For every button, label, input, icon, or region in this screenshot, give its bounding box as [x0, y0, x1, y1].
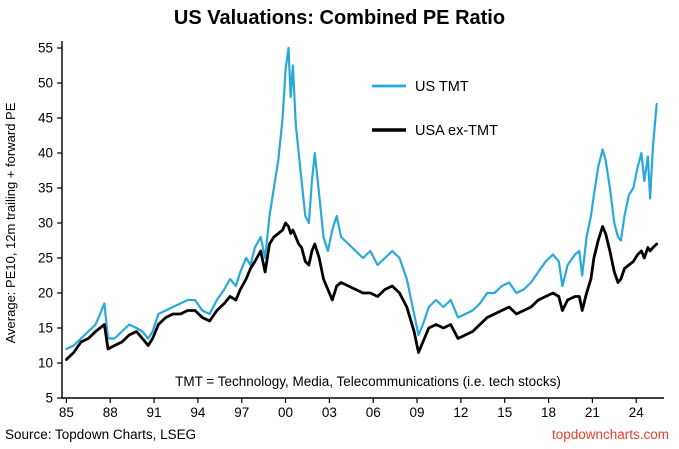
y-axis-title: Average: PE10, 12m trailing + forward PE — [3, 102, 18, 343]
y-tick-label: 45 — [38, 111, 53, 126]
series-line-usa-ex-tmt — [65, 221, 659, 361]
source-credit: Source: Topdown Charts, LSEG — [5, 427, 197, 442]
y-tick-label: 30 — [38, 216, 53, 231]
y-tick-label: 20 — [38, 286, 53, 301]
y-tick-label: 35 — [38, 181, 53, 196]
x-tick-label: 24 — [629, 405, 645, 420]
website-link[interactable]: topdowncharts.com — [551, 427, 669, 442]
x-tick-label: 00 — [278, 405, 293, 420]
legend-label: USA ex-TMT — [415, 123, 498, 139]
footer: Source: Topdown Charts, LSEG topdownchar… — [0, 424, 679, 449]
x-tick-label: 85 — [59, 405, 74, 420]
x-tick-label: 15 — [497, 405, 512, 420]
legend-label: US TMT — [415, 79, 469, 95]
y-tick-label: 10 — [38, 356, 53, 371]
chart-title: US Valuations: Combined PE Ratio — [173, 7, 506, 29]
x-tick-label: 18 — [541, 405, 556, 420]
x-tick-label: 91 — [147, 405, 162, 420]
x-tick-label: 06 — [366, 405, 381, 420]
y-tick-label: 50 — [38, 76, 53, 91]
x-tick-label: 12 — [453, 405, 468, 420]
x-tick-label: 88 — [103, 405, 118, 420]
x-tick-label: 03 — [322, 405, 337, 420]
y-tick-label: 40 — [38, 146, 53, 161]
x-tick-label: 21 — [585, 405, 600, 420]
y-tick-label: 5 — [45, 391, 53, 406]
x-tick-label: 09 — [410, 405, 425, 420]
y-tick-label: 25 — [38, 251, 53, 266]
x-tick-label: 94 — [190, 405, 206, 420]
pe-ratio-line-chart: 5 10 15 20 25 30 35 40 45 50 55 85 88 91 94 97 00 03 06 09 1… — [3, 41, 664, 420]
y-tick-label: 15 — [38, 321, 53, 336]
y-tick-label: 55 — [38, 41, 53, 56]
series-line-us-tmt — [65, 46, 658, 351]
annotation-text: TMT = Technology, Media, Telecommunicati… — [175, 374, 561, 389]
x-tick-label: 97 — [234, 405, 249, 420]
